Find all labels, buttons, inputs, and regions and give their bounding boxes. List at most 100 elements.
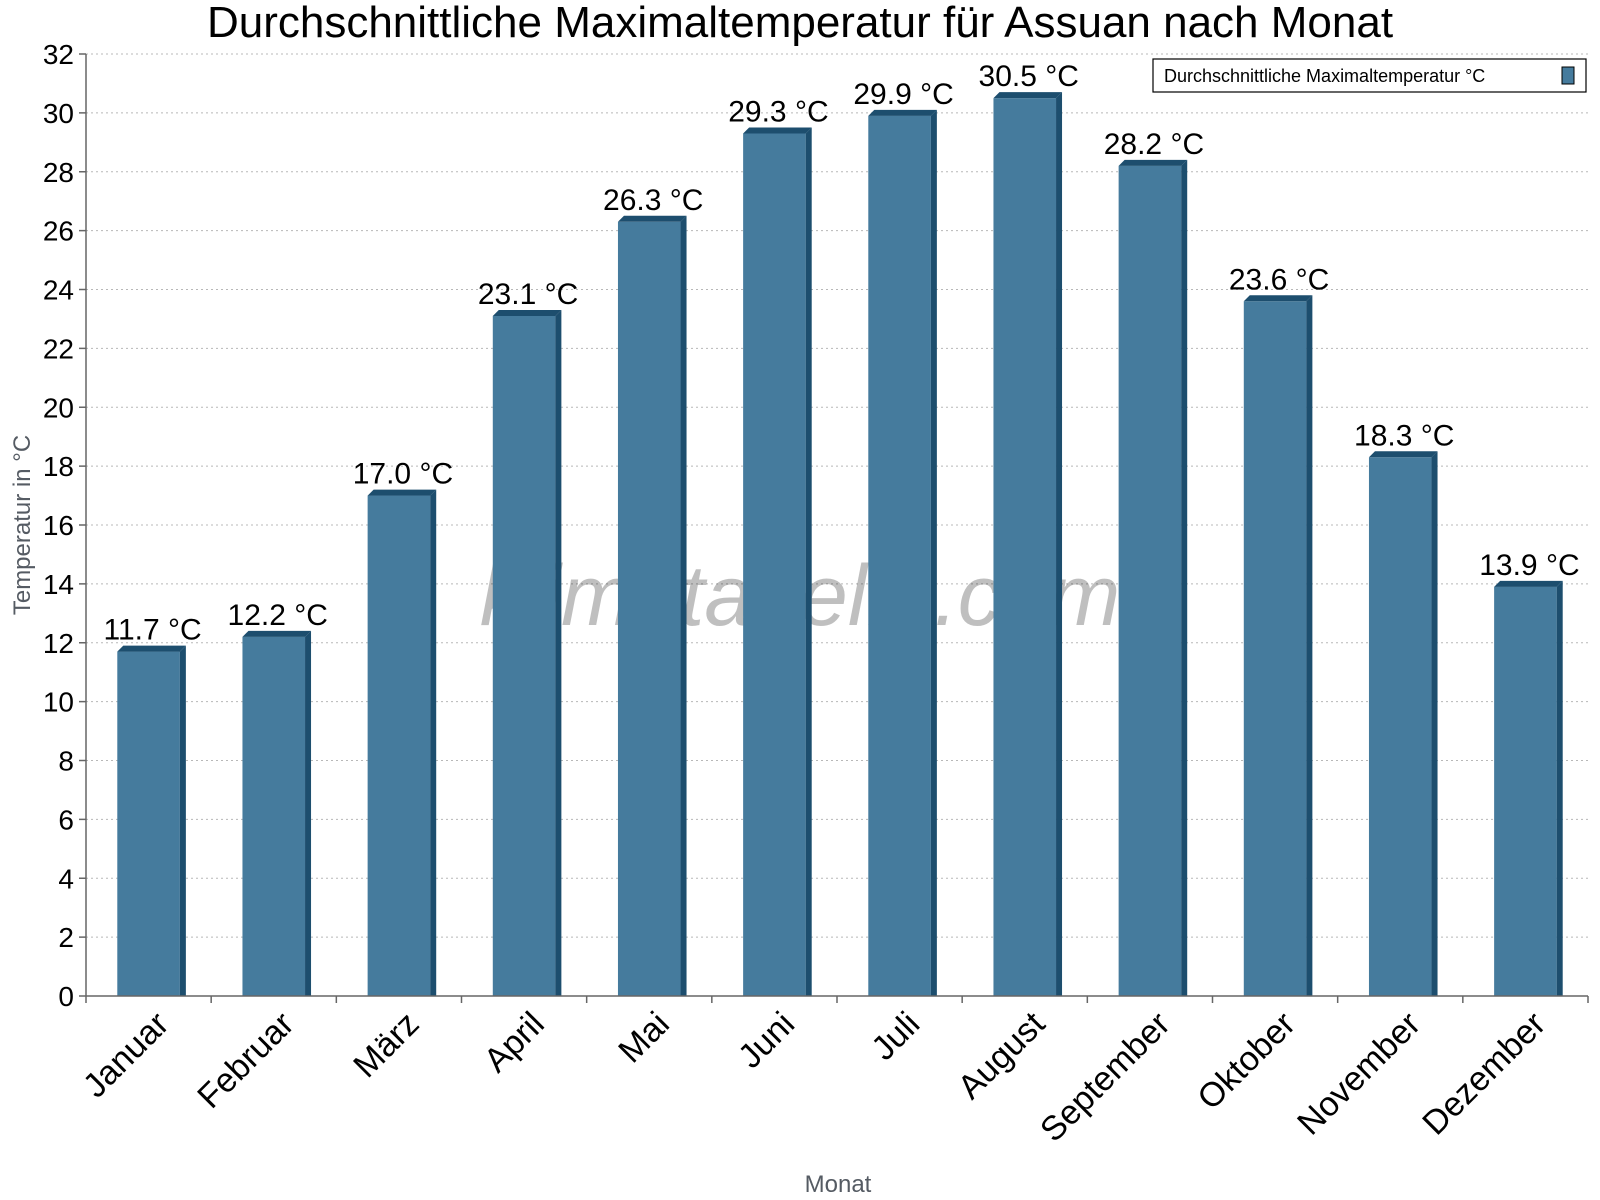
bar-side [930, 109, 937, 997]
bar-side [179, 645, 186, 996]
data-label: 26.3 °C [603, 184, 703, 217]
x-tick-label: Juli [864, 1005, 927, 1068]
bar-side [680, 215, 687, 996]
bar-side [430, 489, 437, 996]
legend-swatch [1561, 66, 1575, 85]
x-tick-label: September [1033, 1005, 1177, 1149]
y-tick-label: 6 [58, 804, 74, 835]
bar [1118, 159, 1188, 997]
bar [743, 127, 812, 996]
bar [1243, 295, 1313, 996]
legend-box [1152, 58, 1587, 93]
bar-top [1494, 580, 1563, 587]
x-tick-label: März [346, 1005, 426, 1085]
y-tick-label: 22 [43, 333, 74, 364]
x-tick-label: Dezember [1415, 1005, 1553, 1143]
bar-side [305, 630, 312, 996]
data-label: 29.9 °C [853, 78, 953, 111]
x-tick-label: November [1290, 1005, 1428, 1143]
y-tick-label: 10 [43, 687, 74, 718]
bar-face [492, 315, 556, 996]
y-tick-label: 16 [43, 510, 74, 541]
bar-side [1431, 451, 1438, 996]
bar-top [367, 489, 437, 496]
y-tick-label: 12 [43, 628, 74, 659]
bar-side [1056, 92, 1063, 996]
bar [117, 645, 186, 996]
data-label: 29.3 °C [728, 95, 828, 128]
x-tick-label: Juni [731, 1005, 802, 1076]
y-tick-label: 20 [43, 392, 74, 423]
y-tick-label: 4 [58, 863, 74, 894]
data-label: 13.9 °C [1479, 549, 1579, 582]
x-tick-label: Februar [190, 1005, 301, 1116]
bar-top [743, 127, 812, 134]
x-tick-label: Januar [76, 1005, 176, 1105]
x-tick-label: April [477, 1005, 552, 1080]
y-tick-label: 26 [43, 216, 74, 247]
bar [242, 630, 312, 996]
bar-top [1243, 295, 1313, 302]
data-label: 28.2 °C [1104, 128, 1204, 161]
data-label: 30.5 °C [979, 60, 1079, 93]
y-tick-label: 28 [43, 157, 74, 188]
data-label: 11.7 °C [103, 614, 201, 647]
y-tick-label: 18 [43, 451, 74, 482]
bar-face [993, 98, 1057, 996]
bar-top [492, 309, 562, 316]
bar [1494, 580, 1563, 996]
x-axis-title: Monat [805, 1171, 872, 1198]
y-tick-label: 24 [43, 275, 74, 306]
bar-face [1118, 165, 1182, 997]
bar-face [743, 133, 806, 996]
bar-face [1494, 586, 1557, 996]
data-label: 17.0 °C [353, 458, 453, 491]
data-label: 12.2 °C [228, 599, 328, 632]
y-axis-title: Temperatur in °C [9, 435, 36, 615]
bar [492, 309, 562, 996]
y-tick-label: 32 [43, 39, 74, 70]
bar [868, 109, 937, 997]
bar-top [1368, 451, 1438, 458]
bar-side [555, 309, 562, 996]
x-axis-ticks: Januar Februar März April Mai Juni Juli AugustS… [76, 996, 1589, 1149]
bar-side [805, 127, 812, 996]
bar [1368, 451, 1438, 996]
bar-face [242, 636, 306, 996]
bar-face [1368, 457, 1432, 996]
bar-face [117, 651, 180, 996]
y-tick-label: 14 [43, 569, 74, 600]
data-label: 23.1 °C [478, 278, 578, 311]
bar-top [117, 645, 186, 652]
legend: Durchschnittliche Maximaltemperatur °C [1152, 58, 1587, 93]
legend-label: Durchschnittliche Maximaltemperatur °C [1164, 66, 1485, 86]
bar [993, 92, 1063, 996]
bar-face [1243, 301, 1307, 996]
bar [617, 215, 687, 996]
bar-side [1306, 295, 1313, 996]
bars [117, 92, 1563, 997]
data-label: 18.3 °C [1354, 419, 1454, 452]
data-label: 23.6 °C [1229, 263, 1329, 296]
bar-face [367, 495, 431, 996]
y-tick-label: 0 [58, 981, 74, 1012]
bar-top [868, 109, 937, 116]
x-tick-label: Oktober [1190, 1005, 1302, 1117]
bar-face [617, 221, 681, 996]
gridlines [86, 53, 1588, 938]
bar-side [1556, 580, 1563, 996]
bar-side [1181, 159, 1188, 997]
bar [367, 489, 437, 996]
y-tick-label: 30 [43, 98, 74, 129]
y-tick-label: 8 [58, 746, 74, 777]
x-tick-label: August [951, 1004, 1053, 1106]
chart-title: Durchschnittliche Maximaltemperatur für … [207, 0, 1393, 47]
bar-top [242, 630, 312, 637]
bar-top [1118, 159, 1188, 166]
x-tick-label: Mai [611, 1005, 677, 1071]
data-labels: 11.7 °C 12.2 °C 17.0 °C 23.1 °C 26.3 °C 29.3 … [103, 60, 1579, 646]
bar-face [868, 115, 931, 997]
bar-top [993, 92, 1063, 99]
